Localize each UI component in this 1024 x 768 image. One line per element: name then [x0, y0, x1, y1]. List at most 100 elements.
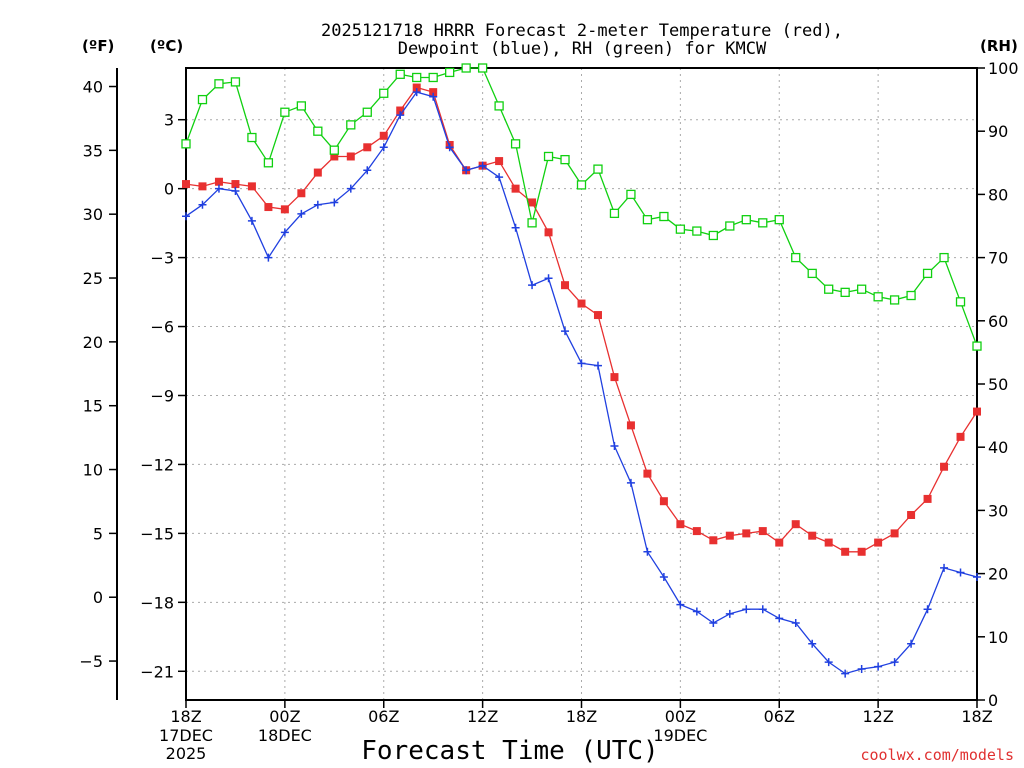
celsius-unit-label: (ºC): [150, 37, 183, 55]
temperature-point: [182, 180, 190, 189]
rh-point: [181, 139, 191, 149]
dewpoint-point: [857, 664, 866, 673]
celsius-tick-label: −15: [140, 524, 174, 543]
x-tick-label: 12Z: [467, 707, 498, 726]
rh-point: [346, 120, 356, 130]
rh-point: [477, 63, 488, 73]
temperature-point: [396, 106, 405, 115]
dewpoint-point: [791, 619, 800, 628]
credit-text: coolwx.com/models: [860, 746, 1014, 764]
dewpoint-point: [214, 184, 223, 193]
x-date-label: 19DEC: [653, 726, 707, 745]
dewpoint-point: [890, 658, 899, 667]
temperature-point: [610, 373, 619, 382]
rh-point: [939, 252, 949, 263]
dewpoint-point: [346, 184, 355, 193]
dewpoint-series: [182, 88, 981, 678]
temperature-point: [626, 421, 635, 430]
dewpoint-point: [874, 662, 883, 671]
rh-tick-label: 80: [988, 185, 1008, 204]
temperature-point: [214, 177, 223, 186]
temperature-point: [577, 299, 586, 308]
rh-point: [576, 180, 587, 190]
rh-point: [560, 154, 570, 165]
rh-point: [791, 252, 801, 263]
temperature-point: [495, 157, 504, 166]
temperature-point: [857, 547, 866, 556]
rh-tick-label: 90: [988, 122, 1008, 141]
temperature-point: [511, 184, 520, 193]
dewpoint-point: [429, 92, 438, 101]
dewpoint-point: [692, 607, 701, 616]
x-tick-label: 12Z: [862, 707, 893, 726]
temperature-point: [956, 432, 965, 441]
dewpoint-point: [940, 563, 949, 572]
celsius-tick-label: −3: [150, 249, 174, 268]
rh-point: [692, 226, 702, 236]
temperature-point: [659, 497, 668, 506]
temperature-point: [923, 494, 932, 503]
fahrenheit-tick-label: 15: [83, 397, 103, 416]
rh-point: [214, 79, 224, 89]
temperature-point: [874, 538, 883, 547]
rh-tick-label: 50: [988, 375, 1008, 394]
temperature-point: [725, 531, 734, 540]
rh-tick-label: 60: [988, 312, 1008, 331]
x-date-label: 17DEC: [159, 726, 213, 745]
dewpoint-point: [956, 568, 965, 577]
dewpoint-point: [610, 442, 619, 451]
dewpoint-point: [709, 619, 718, 628]
celsius-tick-label: −12: [140, 455, 174, 474]
rh-point: [889, 295, 900, 305]
temperature-point: [890, 529, 899, 538]
rh-point: [395, 69, 405, 79]
rh-point: [362, 107, 372, 117]
fahrenheit-tick-label: 30: [83, 205, 103, 224]
temperature-point: [330, 152, 339, 161]
dewpoint-point: [742, 605, 751, 614]
temperature-point: [247, 182, 256, 191]
fahrenheit-tick-label: −5: [79, 652, 103, 671]
dewpoint-point: [808, 639, 817, 648]
temperature-point: [841, 547, 850, 556]
dewpoint-point: [593, 361, 602, 370]
dewpoint-point: [396, 111, 405, 120]
rh-point: [543, 151, 554, 162]
temperature-point: [297, 189, 306, 198]
x-tick-label: 00Z: [269, 707, 300, 726]
rh-point: [758, 218, 768, 228]
rh-point: [922, 268, 933, 279]
dewpoint-point: [626, 478, 635, 487]
chart-title-line2: Dewpoint (blue), RH (green) for KMCW: [398, 39, 767, 59]
temperature-point: [742, 529, 751, 538]
temperature-point: [379, 131, 388, 140]
temperature-point: [692, 527, 701, 536]
dewpoint-point: [923, 605, 932, 614]
rh-point: [609, 208, 620, 219]
temperature-point: [824, 538, 833, 547]
rh-tick-label: 30: [988, 501, 1008, 520]
rh-point: [527, 218, 537, 228]
rh-point: [807, 268, 817, 279]
rh-point: [230, 77, 241, 87]
rh-point: [296, 101, 307, 111]
dewpoint-point: [561, 327, 570, 336]
rh-tick-label: 70: [988, 249, 1008, 268]
temperature-point: [412, 83, 421, 92]
rh-point: [725, 221, 735, 231]
dewpoint-point: [445, 143, 454, 152]
rh-point: [379, 88, 389, 98]
fahrenheit-unit-label: (ºF): [82, 37, 114, 55]
rh-tick-label: 20: [988, 565, 1008, 584]
temperature-point: [231, 180, 240, 189]
celsius-tick-label: −6: [150, 318, 174, 337]
rh-point: [428, 72, 438, 83]
rh-tick-label: 40: [988, 438, 1008, 457]
temperature-point: [593, 311, 602, 320]
temperature-point: [544, 228, 553, 237]
rh-point: [824, 284, 834, 294]
rh-point: [263, 158, 274, 168]
rh-point: [774, 215, 784, 225]
temperature-point: [346, 152, 355, 161]
rh-point: [461, 63, 471, 73]
